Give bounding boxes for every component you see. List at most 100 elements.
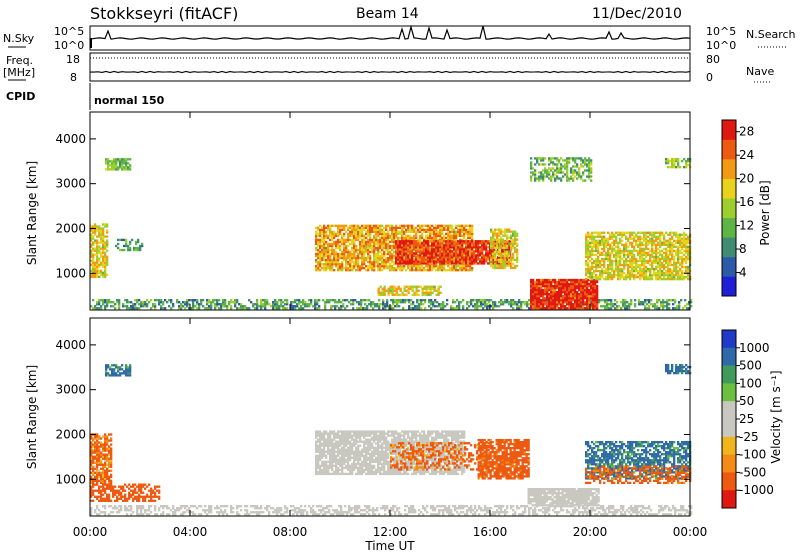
heatmap-cell xyxy=(621,239,624,242)
heatmap-cell xyxy=(580,297,583,300)
heatmap-cell xyxy=(373,248,376,252)
heatmap-cell xyxy=(447,264,450,268)
heatmap-cell xyxy=(329,260,332,264)
heatmap-cell xyxy=(274,307,277,310)
heatmap-cell xyxy=(542,173,545,176)
heatmap-cell xyxy=(413,264,416,268)
heatmap-cell xyxy=(459,267,462,270)
heatmap-cell xyxy=(437,258,440,261)
heatmap-cell xyxy=(635,257,638,261)
heatmap-cell xyxy=(621,243,624,247)
heatmap-cell xyxy=(443,248,446,251)
heatmap-cell xyxy=(469,242,472,245)
heatmap-cell xyxy=(369,262,372,266)
heatmap-cell xyxy=(663,243,666,247)
heatmap-cell xyxy=(353,224,356,227)
heatmap-cell xyxy=(108,299,111,302)
heatmap-cell xyxy=(256,299,259,302)
heatmap-cell xyxy=(643,269,646,273)
heatmap-cell xyxy=(457,228,460,232)
heatmap-cell xyxy=(361,232,364,236)
heatmap-cell xyxy=(479,240,482,243)
heatmap-cell xyxy=(617,273,620,277)
heatmap-cell xyxy=(593,259,596,263)
heatmap-cell xyxy=(432,301,435,304)
heatmap-cell xyxy=(586,303,589,306)
heatmap-cell xyxy=(425,252,428,255)
freq-panel-frame xyxy=(89,52,691,82)
heatmap-cell xyxy=(413,262,416,265)
heatmap-cell xyxy=(427,258,430,261)
heatmap-cell xyxy=(325,242,328,246)
heatmap-cell xyxy=(449,260,452,263)
heatmap-cell xyxy=(613,247,616,251)
heatmap-cell xyxy=(538,278,541,282)
heatmap-cell xyxy=(427,224,430,227)
heatmap-cell xyxy=(337,232,340,236)
heatmap-cell xyxy=(442,307,445,310)
heatmap-cell xyxy=(403,267,406,270)
heatmap-cell xyxy=(562,307,565,310)
heatmap-cell xyxy=(407,246,410,249)
heatmap-cell xyxy=(445,252,448,255)
heatmap-cell xyxy=(461,238,464,242)
heatmap-cell xyxy=(465,244,468,247)
heatmap-cell xyxy=(516,252,519,255)
heatmap-cell xyxy=(102,299,105,302)
heatmap-cell xyxy=(345,256,348,260)
heatmap-cell xyxy=(554,280,557,284)
heatmap-cell xyxy=(106,239,109,242)
heatmap-cell xyxy=(506,250,509,253)
heatmap-cell xyxy=(662,299,665,302)
heatmap-cell xyxy=(467,240,470,243)
heatmap-cell xyxy=(542,303,545,306)
heatmap-cell xyxy=(542,179,545,182)
heatmap-cell xyxy=(385,264,388,268)
heatmap-cell xyxy=(260,307,263,310)
heatmap-cell xyxy=(656,305,659,308)
heatmap-cell xyxy=(319,262,322,266)
heatmap-cell xyxy=(335,260,338,264)
heatmap-cell xyxy=(366,299,369,302)
heatmap-cell xyxy=(329,248,332,252)
heatmap-cell xyxy=(651,259,654,263)
heatmap-cell xyxy=(465,240,468,243)
heatmap-cell xyxy=(100,261,103,264)
heatmap-cell xyxy=(649,277,652,281)
heatmap-cell xyxy=(360,299,363,302)
heatmap-cell xyxy=(647,269,650,273)
heatmap-cell xyxy=(473,254,476,257)
heatmap-cell xyxy=(351,252,354,256)
heatmap-cell xyxy=(650,303,653,306)
heatmap-cell xyxy=(353,226,356,229)
heatmap-cell xyxy=(631,251,634,255)
heatmap-cell xyxy=(628,303,631,306)
heatmap-cell xyxy=(639,253,642,257)
heatmap-cell xyxy=(582,303,585,306)
heatmap-cell xyxy=(433,238,436,242)
heatmap-cell xyxy=(439,246,442,249)
heatmap-cell xyxy=(574,278,577,282)
heatmap-cell xyxy=(463,250,466,253)
heatmap-cell xyxy=(419,230,422,234)
heatmap-cell xyxy=(485,250,488,253)
heatmap-cell xyxy=(465,246,468,249)
heatmap-cell xyxy=(564,163,567,166)
heatmap-cell xyxy=(572,290,575,294)
heatmap-cell xyxy=(467,264,470,268)
heatmap-cell xyxy=(633,261,636,265)
heatmap-cell xyxy=(135,242,138,246)
heatmap-cell xyxy=(574,301,577,304)
heatmap-cell xyxy=(643,277,646,281)
heatmap-cell xyxy=(377,240,380,244)
heatmap-cell xyxy=(445,254,448,257)
heatmap-cell xyxy=(407,248,410,251)
heatmap-cell xyxy=(591,275,594,279)
heatmap-cell xyxy=(501,250,504,253)
heatmap-cell xyxy=(633,257,636,261)
heatmap-cell xyxy=(607,267,610,271)
heatmap-cell xyxy=(474,303,477,306)
heatmap-cell xyxy=(437,232,440,236)
heatmap-cell xyxy=(544,169,547,172)
heatmap-cell xyxy=(653,233,656,236)
